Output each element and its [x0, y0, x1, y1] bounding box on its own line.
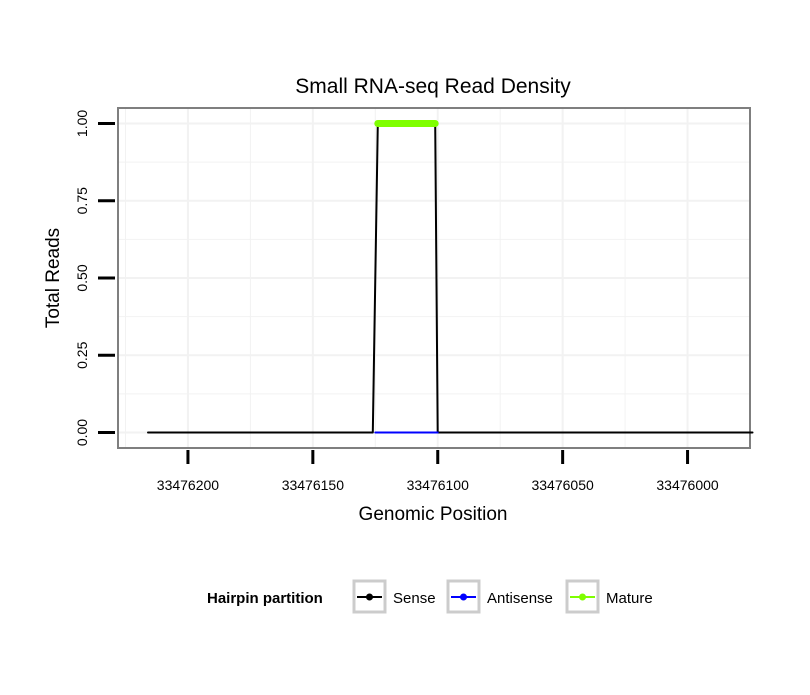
y-tick-label: 0.75: [74, 187, 90, 214]
legend-title: Hairpin partition: [207, 590, 323, 607]
y-tick-label: 0.25: [74, 341, 90, 368]
legend-key-point: [460, 593, 467, 601]
x-tick-label: 33476000: [656, 477, 719, 493]
series-lines: [147, 120, 754, 434]
legend-label: Sense: [393, 590, 436, 607]
legend-items: Sense Antisense Mature: [352, 579, 653, 614]
y-tick-label: 0.50: [74, 264, 90, 291]
y-tick-label: 1.00: [74, 110, 90, 137]
legend-item-antisense: Antisense: [446, 579, 553, 614]
x-tick-label: 33476150: [282, 477, 345, 493]
legend-label: Mature: [606, 590, 653, 607]
x-axis-title: Genomic Position: [359, 504, 508, 525]
axis-ticks: 33476200 33476150 33476100 33476050 33476000…: [74, 110, 719, 493]
legend-key-point: [366, 593, 373, 601]
legend: Hairpin partition Sense Antisense Mature: [207, 579, 653, 614]
x-tick-label: 33476200: [157, 477, 220, 493]
y-axis-title: Total Reads: [43, 228, 64, 328]
legend-key-point: [579, 593, 586, 601]
y-tick-label: 0.00: [74, 419, 90, 446]
x-tick-label: 33476100: [407, 477, 470, 493]
legend-label: Antisense: [487, 590, 553, 607]
legend-item-mature: Mature: [565, 579, 653, 614]
chart-title: Small RNA-seq Read Density: [295, 75, 571, 98]
x-tick-label: 33476050: [531, 477, 594, 493]
legend-item-sense: Sense: [352, 579, 436, 614]
